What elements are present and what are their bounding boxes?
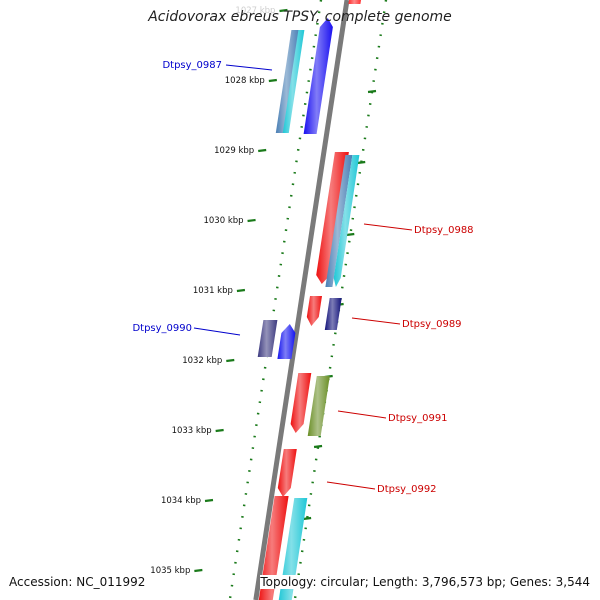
gene-feature-f2[interactable] (275, 30, 300, 133)
gene-feature-f12[interactable] (290, 373, 312, 433)
gene-leader-line (326, 481, 376, 490)
genome-backbone (253, 0, 350, 600)
gene-label-g0989[interactable]: Dtpsy_0989 (402, 319, 462, 330)
tick-mark (204, 498, 214, 503)
outer-tick-mark (313, 444, 323, 449)
gene-feature-f14[interactable] (277, 449, 297, 497)
gene-leader-line (363, 223, 413, 231)
tick-mark (279, 8, 288, 13)
tick-mark (226, 358, 235, 363)
accession-text: Accession: NC_011992 (9, 575, 146, 589)
tick-label: 1034 kbp (161, 496, 201, 506)
outer-tick-mark (367, 89, 377, 94)
gene-label-g0988[interactable]: Dtpsy_0988 (414, 225, 474, 236)
tick-mark (247, 218, 256, 223)
map-title: Acidovorax ebreus TPSY, complete genome (148, 9, 452, 25)
tick-mark (236, 288, 246, 293)
gene-feature-f4[interactable] (303, 18, 333, 134)
tick-label: 1035 kbp (150, 566, 190, 576)
gene-feature-f16[interactable] (278, 498, 308, 600)
outer-tick-mark (302, 516, 312, 521)
gene-leader-line (337, 410, 387, 419)
tick-label: 1029 kbp (214, 146, 254, 156)
tick-label: 1030 kbp (203, 216, 243, 226)
gene-feature-f8[interactable] (306, 296, 322, 326)
genome-summary-text: Topology: circular; Length: 3,796,573 bp… (260, 575, 590, 589)
tick-label: 1031 kbp (193, 286, 233, 296)
gene-leader-line (193, 327, 241, 336)
gene-feature-f13[interactable] (307, 376, 330, 436)
gene-leader-line (225, 64, 273, 71)
gene-feature-f15[interactable] (258, 496, 289, 600)
gene-feature-f10[interactable] (257, 320, 278, 357)
gene-feature-f7[interactable] (333, 155, 360, 287)
tick-mark (215, 428, 224, 433)
gene-label-g0992[interactable]: Dtpsy_0992 (377, 484, 437, 495)
tick-mark (258, 148, 267, 153)
tick-label: 1033 kbp (172, 426, 212, 436)
gene-label-g0990[interactable]: Dtpsy_0990 (132, 323, 192, 334)
tick-label: 1027 kbp (235, 6, 275, 16)
gene-label-g0991[interactable]: Dtpsy_0991 (388, 413, 448, 424)
outer-tick-mark (346, 232, 355, 237)
gene-feature-f9[interactable] (324, 298, 342, 330)
gene-leader-line (351, 317, 401, 325)
tick-label: 1032 kbp (182, 356, 222, 366)
gene-feature-f1[interactable] (348, 0, 362, 4)
outer-tick-mark (357, 160, 366, 165)
tick-mark (268, 78, 277, 83)
gene-label-g0987[interactable]: Dtpsy_0987 (162, 60, 222, 71)
tick-mark (194, 568, 203, 573)
gene-feature-f5[interactable] (316, 152, 349, 284)
tick-label: 1028 kbp (225, 76, 265, 86)
gene-feature-f6[interactable] (325, 155, 353, 287)
gene-feature-f3[interactable] (282, 30, 305, 133)
gene-feature-f11[interactable] (277, 324, 296, 359)
